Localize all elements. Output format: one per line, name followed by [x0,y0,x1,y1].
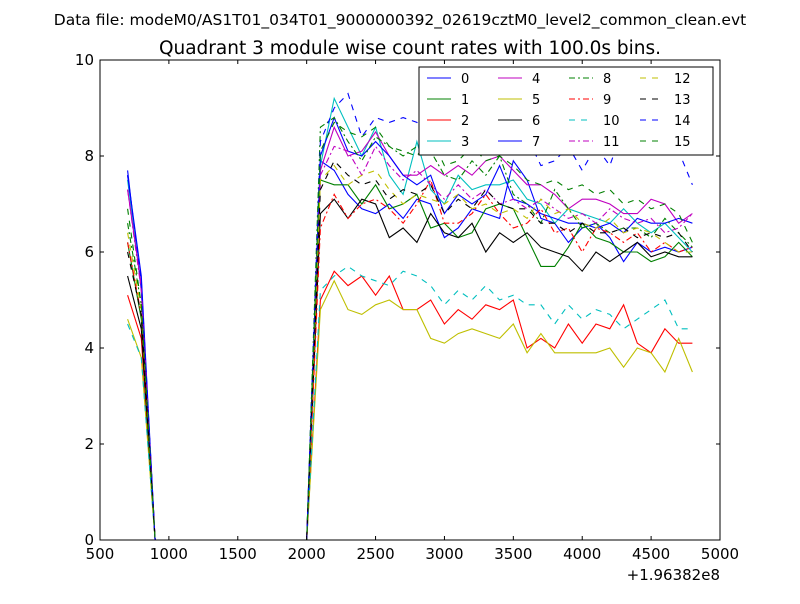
legend-label-4: 4 [532,72,540,87]
x-axis-offset-label: +1.96382e8 [627,566,720,584]
legend-label-12: 12 [674,72,691,87]
x-tick-label-5000: 5000 [701,545,739,563]
legend-label-1: 1 [461,93,469,108]
legend-label-3: 3 [461,135,469,150]
legend-label-9: 9 [603,93,611,108]
legend-label-2: 2 [461,114,469,129]
legend-frame [418,66,714,156]
y-tick-label-8: 8 [84,147,94,165]
x-tick-label-500: 500 [86,545,115,563]
series-line-11 [127,145,693,541]
legend-label-15: 15 [674,135,691,150]
y-tick-label-0: 0 [84,531,94,549]
x-tick-label-4500: 4500 [632,545,670,563]
legend-label-10: 10 [603,114,620,129]
x-tick-label-4000: 4000 [563,545,601,563]
y-tick-label-2: 2 [84,435,94,453]
legend-label-7: 7 [532,135,540,150]
data-file-label: Data file: modeM0/AS1T01_034T01_90000003… [54,11,746,30]
legend-label-0: 0 [461,72,469,87]
series-line-10 [127,265,693,541]
x-axis: 500 1000 1500 2000 2500 3000 3500 4000 4500 5000 [86,60,739,563]
y-tick-label-6: 6 [84,243,94,261]
chart-title: Quadrant 3 module wise count rates with … [159,38,661,59]
legend-label-14: 14 [674,114,691,129]
y-tick-label-10: 10 [75,51,94,69]
legend-label-6: 6 [532,114,540,129]
x-tick-label-2000: 2000 [288,545,326,563]
plot-frame [99,59,721,541]
series-line-8 [127,116,693,541]
legend-label-13: 13 [674,93,691,108]
legend-label-5: 5 [532,93,540,108]
x-tick-label-2500: 2500 [356,545,394,563]
y-tick-label-4: 4 [84,339,94,357]
x-tick-label-1500: 1500 [219,545,257,563]
legend-label-11: 11 [603,135,620,150]
x-tick-label-1000: 1000 [150,545,188,563]
x-tick-label-3500: 3500 [494,545,532,563]
x-tick-label-3000: 3000 [425,545,463,563]
legend-label-8: 8 [603,72,611,87]
